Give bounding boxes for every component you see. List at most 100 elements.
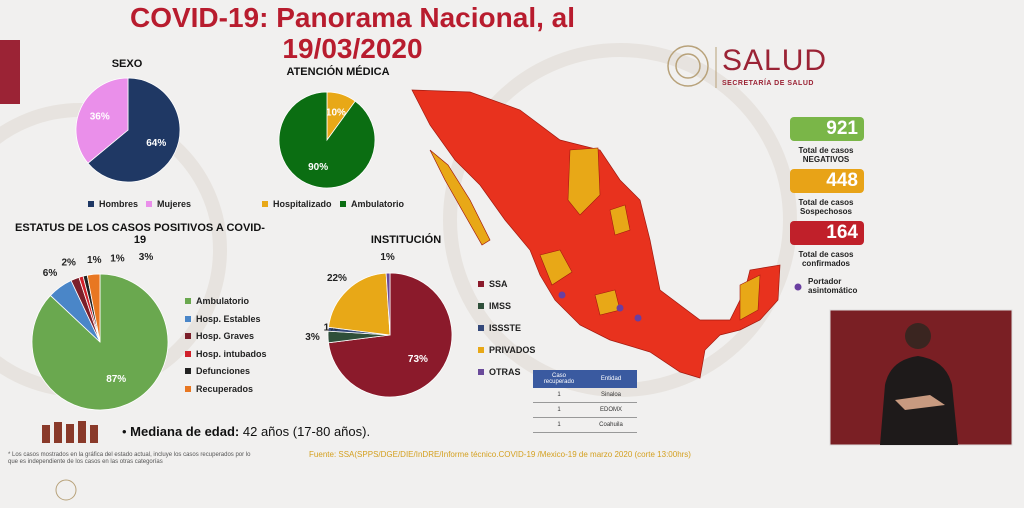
legend-label: Hombres [99, 199, 139, 209]
table-cell: 1 [533, 402, 585, 418]
data-label: 6% [43, 268, 58, 279]
footnote: * Los casos mostrados en la gráfica del … [8, 452, 251, 465]
legend-swatch [146, 201, 152, 207]
chart-title: ATENCIÓN MÉDICA [286, 66, 390, 78]
legend-swatch [185, 333, 191, 339]
legend-swatch [478, 281, 484, 287]
legend-label: Hosp. Estables [196, 313, 261, 324]
data-label: 3% [305, 332, 320, 343]
legend-item: Ambulatorio [340, 199, 404, 209]
legend-item: Hosp. Estables [185, 314, 261, 324]
table-header: Entidad [585, 370, 637, 388]
chart-title: ESTATUS DE LOS CASOS POSITIVOS A COVID-1… [15, 222, 265, 246]
legend-item: Hosp. Graves [185, 331, 254, 341]
legend-item: PRIVADOS [478, 345, 535, 355]
data-label: 90% [308, 162, 328, 173]
data-label: 36% [90, 111, 110, 122]
slide-title: COVID-19: Panorama Nacional, al 19/03/20… [129, 2, 576, 64]
legend-label: PRIVADOS [489, 345, 536, 355]
legend-swatch [185, 315, 191, 322]
legend-item: Ambulatorio [185, 296, 249, 306]
table-cell: Sinaloa [585, 388, 637, 403]
legend-swatch [478, 369, 484, 375]
data-label: 87% [106, 374, 126, 385]
legend-item: IMSS [478, 301, 511, 311]
table-cell: 1 [533, 388, 585, 403]
data-label: 3% [139, 252, 154, 263]
legend-swatch [88, 201, 94, 207]
stat-value: 164 [826, 222, 858, 243]
legend-label: Hospitalizado [273, 199, 332, 209]
table: Caso recuperado Entidad 1 Sinaloa 1 EDOMX 1… [533, 370, 637, 433]
table-header: Caso recuperado [533, 370, 585, 388]
legend-label: Ambulatorio [196, 296, 249, 306]
stat-box: 921 [790, 117, 864, 141]
legend-item: ISSSTE [478, 323, 521, 333]
data-label: 10% [326, 107, 346, 118]
map [411, 89, 781, 379]
legend-item: Recuperados [185, 384, 253, 394]
pie-slice [278, 91, 376, 189]
median: • Mediana de edad: 42 años (17-80 años). [122, 424, 371, 439]
legend-swatch [340, 201, 346, 207]
legend-swatch [478, 303, 484, 309]
data-label: 73% [408, 354, 428, 365]
legend-label: OTRAS [489, 367, 521, 377]
median-value: 42 años (17-80 años). [242, 424, 371, 439]
median-label: Mediana de edad: [130, 424, 240, 439]
legend-item: SSA [478, 279, 508, 289]
legend-item: OTRAS [478, 367, 521, 377]
legend-label: ISSSTE [489, 323, 522, 333]
recovered-table: Caso recuperado Entidad 1 Sinaloa 1 EDOMX 1… [533, 370, 637, 433]
footer-people [42, 421, 98, 443]
logo-name: SALUD [722, 44, 828, 77]
legend-label: Hosp. Graves [196, 331, 255, 341]
legend-swatch [185, 298, 191, 304]
source: Fuente: SSA(SPPS/DGE/DIE/InDRE/Informe t… [309, 450, 691, 459]
legend-swatch [262, 201, 268, 207]
legend-swatch [478, 325, 484, 331]
legend-label: Defunciones [196, 366, 251, 376]
data-label: 1% [380, 252, 395, 263]
side-strip [0, 40, 20, 104]
table-cell: EDOMX [585, 402, 637, 418]
legend-label: IMSS [489, 301, 512, 311]
legend-item: Hospitalizado [262, 199, 332, 209]
pie-slice [87, 77, 181, 183]
interpreter-video [829, 309, 1013, 446]
table-cell: 1 [533, 417, 585, 433]
pie-slice [328, 272, 391, 336]
legend-swatch [185, 368, 191, 374]
data-label: 1% [87, 255, 102, 266]
legend-item: Mujeres [146, 199, 191, 209]
chart-title: INSTITUCIÓN [370, 234, 442, 246]
stat-label: Total de casos confirmados [798, 250, 854, 268]
pie-slice [75, 77, 129, 164]
data-label: 22% [327, 273, 347, 284]
legend-label: Ambulatorio [351, 199, 404, 209]
legend-swatch [185, 350, 191, 357]
legend-label: Recuperados [196, 383, 254, 394]
stat-value: 448 [826, 170, 858, 191]
pie-slice [86, 273, 101, 343]
footer-emblem [55, 479, 77, 501]
logo-subtitle: SECRETARÍA DE SALUD [722, 80, 814, 87]
legend-item: Hombres [88, 199, 138, 209]
data-label: 64% [146, 138, 166, 149]
legend-swatch [478, 347, 484, 353]
legend-label: Mujeres [157, 199, 192, 209]
legend-label: Hosp. intubados [196, 348, 267, 359]
map-legend: Portador asintomático [808, 277, 858, 295]
legend-item: Hosp. intubados [185, 349, 267, 359]
logo-emblem [667, 45, 709, 87]
pie-slice [385, 272, 391, 336]
table-cell: Coahuila [585, 417, 637, 433]
stat-label: Total de casos NEGATIVOS [798, 146, 854, 164]
chart-title: SEXO [111, 58, 143, 70]
legend-item: Defunciones [185, 366, 250, 376]
stat-box: 448 [790, 169, 864, 193]
data-label: 2% [61, 258, 76, 269]
legend-swatch [185, 385, 191, 392]
stat-value: 921 [826, 118, 858, 139]
